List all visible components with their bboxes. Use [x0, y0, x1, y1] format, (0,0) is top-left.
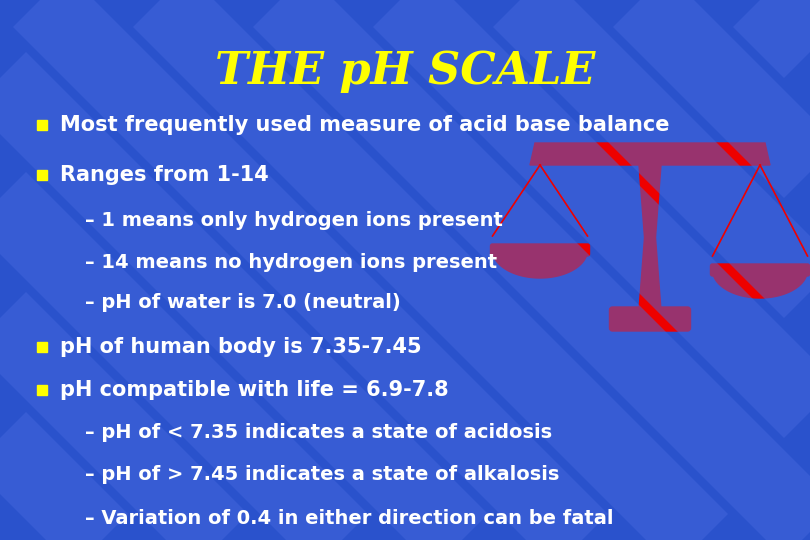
FancyBboxPatch shape — [710, 264, 809, 276]
Text: pH compatible with life = 6.9-7.8: pH compatible with life = 6.9-7.8 — [60, 380, 449, 400]
Text: – pH of water is 7.0 (neutral): – pH of water is 7.0 (neutral) — [85, 293, 401, 312]
Text: – 14 means no hydrogen ions present: – 14 means no hydrogen ions present — [85, 253, 497, 272]
Text: Most frequently used measure of acid base balance: Most frequently used measure of acid bas… — [60, 115, 670, 135]
FancyBboxPatch shape — [491, 244, 590, 256]
Text: Ranges from 1-14: Ranges from 1-14 — [60, 165, 269, 185]
Text: – pH of > 7.45 indicates a state of alkalosis: – pH of > 7.45 indicates a state of alka… — [85, 465, 560, 484]
Text: – pH of < 7.35 indicates a state of acidosis: – pH of < 7.35 indicates a state of acid… — [85, 422, 552, 442]
FancyBboxPatch shape — [609, 307, 690, 331]
Polygon shape — [492, 250, 587, 278]
Polygon shape — [713, 270, 808, 298]
Text: pH of human body is 7.35-7.45: pH of human body is 7.35-7.45 — [60, 337, 422, 357]
Polygon shape — [639, 165, 661, 310]
Text: – 1 means only hydrogen ions present: – 1 means only hydrogen ions present — [85, 211, 503, 229]
Polygon shape — [530, 143, 770, 165]
Text: THE pH SCALE: THE pH SCALE — [215, 50, 595, 93]
Text: – Variation of 0.4 in either direction can be fatal: – Variation of 0.4 in either direction c… — [85, 509, 613, 528]
